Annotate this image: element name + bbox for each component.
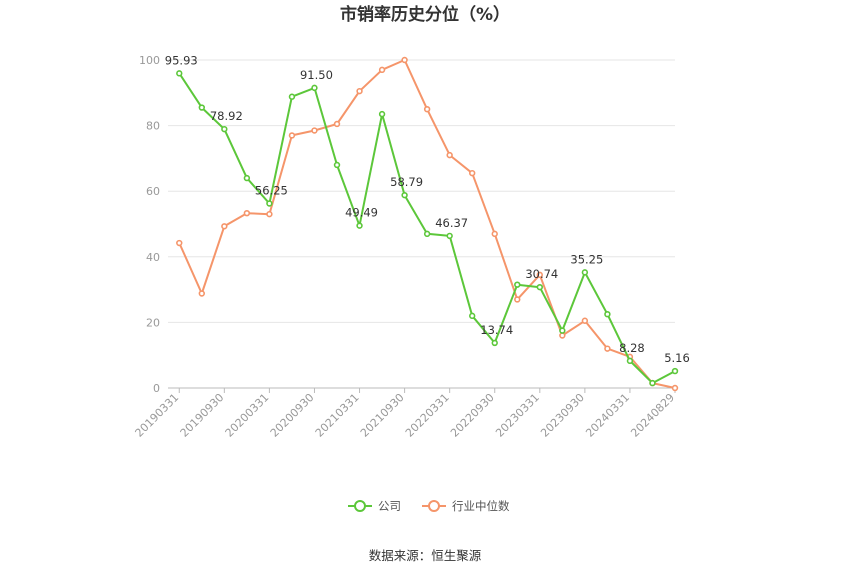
series-line <box>178 72 676 385</box>
x-tick-label: 20220331 <box>403 391 452 440</box>
x-tick-label: 20240331 <box>583 391 632 440</box>
data-label: 91.50 <box>300 68 333 82</box>
data-point <box>221 125 228 133</box>
x-tick-label: 20210930 <box>358 391 407 440</box>
x-tick-label: 20230331 <box>493 391 542 440</box>
data-point <box>491 339 498 347</box>
data-point <box>469 169 476 177</box>
data-label: 13.74 <box>480 323 513 337</box>
data-label: 56.25 <box>255 184 288 198</box>
data-point <box>446 151 453 159</box>
data-point <box>581 269 589 276</box>
data-point <box>401 56 408 64</box>
data-point <box>311 84 318 92</box>
y-axis: 0 20 40 60 80 100 <box>139 54 160 395</box>
data-point <box>446 232 453 240</box>
data-point <box>423 230 431 238</box>
data-point <box>581 317 589 324</box>
data-label: 35.25 <box>570 252 603 266</box>
data-label: 58.79 <box>390 175 423 189</box>
legend-item-company[interactable]: 公司 <box>348 499 401 513</box>
data-point <box>378 110 386 118</box>
data-point <box>514 281 521 288</box>
data-label: 30.74 <box>525 267 558 281</box>
x-tick-label: 20240829 <box>628 391 677 440</box>
data-point <box>356 87 363 95</box>
source-note: 数据来源：恒生聚源 <box>369 548 482 563</box>
data-point <box>559 327 566 334</box>
data-point <box>469 312 476 320</box>
x-axis: 2019033120190930202003312020093020210331… <box>133 388 677 440</box>
data-point <box>266 200 273 207</box>
x-tick-label: 20210331 <box>313 391 362 440</box>
x-tick-label: 20190930 <box>178 391 227 440</box>
data-point <box>288 132 296 139</box>
y-tick-label: 0 <box>153 382 160 395</box>
data-label: 5.16 <box>664 351 690 365</box>
x-tick-label: 20230930 <box>538 391 587 440</box>
chart-title: 市销率历史分位（%） <box>340 4 510 25</box>
data-point <box>491 230 498 238</box>
data-point <box>401 191 408 199</box>
legend-swatch-marker <box>428 500 440 512</box>
data-point <box>333 161 341 169</box>
data-label: 8.28 <box>619 341 645 355</box>
y-tick-label: 40 <box>146 251 160 264</box>
data-point <box>671 367 679 375</box>
data-label: 78.92 <box>210 109 243 123</box>
data-point <box>536 283 543 291</box>
data-point <box>266 210 273 218</box>
data-point <box>221 223 228 230</box>
y-tick-label: 60 <box>146 185 160 198</box>
data-point <box>514 296 521 303</box>
data-point <box>604 345 611 352</box>
data-point <box>356 222 363 229</box>
data-point <box>423 105 431 113</box>
data-point <box>378 66 386 74</box>
data-point <box>243 174 251 182</box>
legend-label: 公司 <box>378 499 401 513</box>
legend[interactable]: 公司 行业中位数 <box>348 499 510 513</box>
y-tick-label: 100 <box>139 54 160 67</box>
y-tick-label: 80 <box>146 120 160 133</box>
x-tick-label: 20220930 <box>448 391 497 440</box>
legend-label: 行业中位数 <box>452 499 510 513</box>
data-point <box>604 311 611 318</box>
legend-item-industry[interactable]: 行业中位数 <box>422 499 510 513</box>
data-point <box>176 239 183 247</box>
data-point <box>626 357 634 365</box>
data-point <box>198 104 206 111</box>
data-point <box>176 70 183 77</box>
data-point <box>559 332 566 339</box>
x-tick-label: 20200331 <box>223 391 272 440</box>
data-point <box>198 290 206 297</box>
data-label: 46.37 <box>435 216 468 230</box>
x-tick-label: 20200930 <box>268 391 317 440</box>
data-point <box>333 120 341 128</box>
data-label: 49.49 <box>345 206 378 220</box>
legend-swatch-marker <box>354 500 366 512</box>
series-lines <box>176 56 679 392</box>
x-tick-label: 20190331 <box>133 391 182 440</box>
data-label: 95.93 <box>165 53 198 67</box>
grid-lines <box>168 59 675 389</box>
data-point <box>243 209 251 217</box>
y-tick-label: 20 <box>146 316 160 329</box>
data-point <box>649 379 656 387</box>
data-point <box>311 127 318 134</box>
data-labels: 95.93 78.92 56.25 91.50 49.49 58.79 46.37 13.74… <box>165 53 690 365</box>
data-point <box>536 271 543 279</box>
data-point <box>671 384 679 392</box>
data-point <box>288 93 296 100</box>
